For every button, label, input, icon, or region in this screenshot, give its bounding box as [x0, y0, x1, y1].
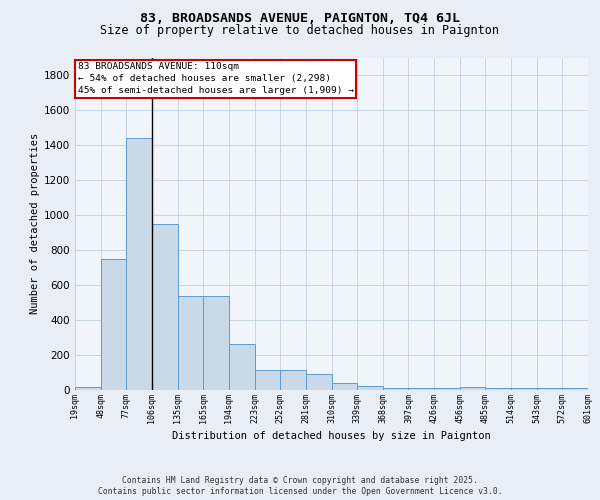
Bar — [357, 386, 383, 390]
X-axis label: Distribution of detached houses by size in Paignton: Distribution of detached houses by size … — [172, 431, 491, 441]
Text: 83 BROADSANDS AVENUE: 110sqm
← 54% of detached houses are smaller (2,298)
45% of: 83 BROADSANDS AVENUE: 110sqm ← 54% of de… — [77, 62, 353, 95]
Bar — [331, 383, 357, 390]
Text: Contains public sector information licensed under the Open Government Licence v3: Contains public sector information licen… — [98, 487, 502, 496]
Bar — [203, 296, 229, 390]
Bar — [101, 259, 127, 390]
Bar — [460, 386, 485, 390]
Bar — [485, 388, 511, 390]
Bar — [229, 344, 254, 390]
Bar — [75, 386, 101, 390]
Y-axis label: Number of detached properties: Number of detached properties — [30, 133, 40, 314]
Bar — [562, 388, 588, 390]
Bar — [306, 374, 331, 390]
Text: Size of property relative to detached houses in Paignton: Size of property relative to detached ho… — [101, 24, 499, 37]
Bar — [127, 138, 152, 390]
Text: Contains HM Land Registry data © Crown copyright and database right 2025.: Contains HM Land Registry data © Crown c… — [122, 476, 478, 485]
Bar — [254, 370, 280, 390]
Bar — [511, 388, 537, 390]
Text: 83, BROADSANDS AVENUE, PAIGNTON, TQ4 6JL: 83, BROADSANDS AVENUE, PAIGNTON, TQ4 6JL — [140, 12, 460, 26]
Bar — [280, 370, 306, 390]
Bar — [178, 296, 203, 390]
Bar — [383, 388, 409, 390]
Bar — [152, 224, 178, 390]
Bar — [434, 388, 460, 390]
Bar — [537, 388, 562, 390]
Bar — [409, 388, 434, 390]
